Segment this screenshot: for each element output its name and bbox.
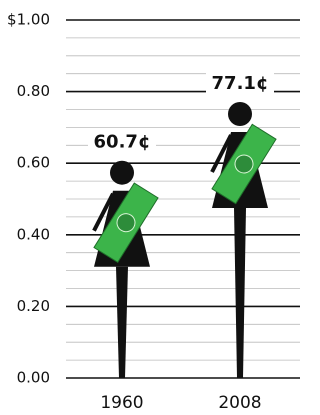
value-label: 77.1¢ [212,73,269,94]
value-label: 60.7¢ [94,132,151,153]
x-tick-label: 1960 [100,393,143,413]
head [110,161,134,185]
legs [234,208,246,378]
y-tick-label: 0.40 [17,225,50,243]
y-tick-label: 0.00 [17,369,50,387]
legs [116,267,128,378]
x-tick-label: 2008 [218,393,261,413]
y-tick-label: 0.80 [17,82,50,100]
figure [94,161,158,378]
y-tick-label: $1.00 [7,11,50,29]
y-tick-label: 0.20 [17,297,50,315]
y-tick-label: 0.60 [17,154,50,172]
head [228,102,252,126]
figure [212,102,276,378]
chart: 0.00 0.20 0.40 0.60 0.80 $1.00 1960 60.7¢ 2008 77… [0,0,303,415]
